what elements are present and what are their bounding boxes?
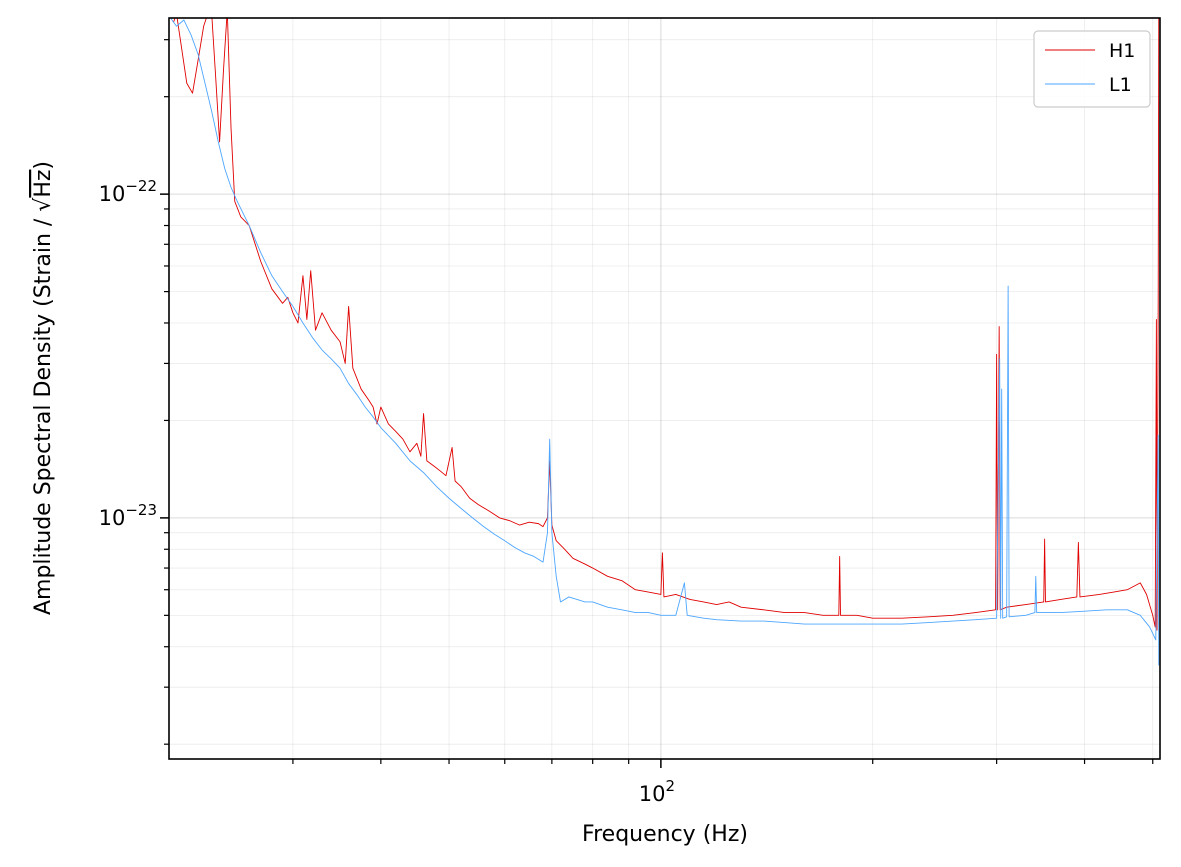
x-axis-ticks: 102 [292,759,1154,806]
y-tick-label: 10−22 [99,177,157,206]
series-line-l1 [170,18,1160,666]
y-tick-label: 10−23 [99,501,157,530]
plot-frame [168,17,1161,760]
plot-area [169,18,1160,759]
y-axis-label: Amplitude Spectral Density (Strain / √Hz… [31,161,56,615]
y-axis-label-suffix: ) [31,161,56,170]
grid-major [169,18,1160,759]
y-axis-label-radicand: Hz [31,170,56,198]
x-tick-label: 102 [639,777,675,806]
x-axis-label: Frequency (Hz) [582,822,748,847]
series-layer [170,18,1160,666]
legend-label-l1: L1 [1109,74,1132,96]
y-axis-label-radical: √ [31,197,56,212]
y-axis-label-prefix: Amplitude Spectral Density (Strain / [31,212,56,615]
legend-label-h1: H1 [1109,40,1135,62]
legend: H1 L1 [1033,30,1151,108]
y-axis-ticks: 10−23 10−22 [99,39,169,745]
